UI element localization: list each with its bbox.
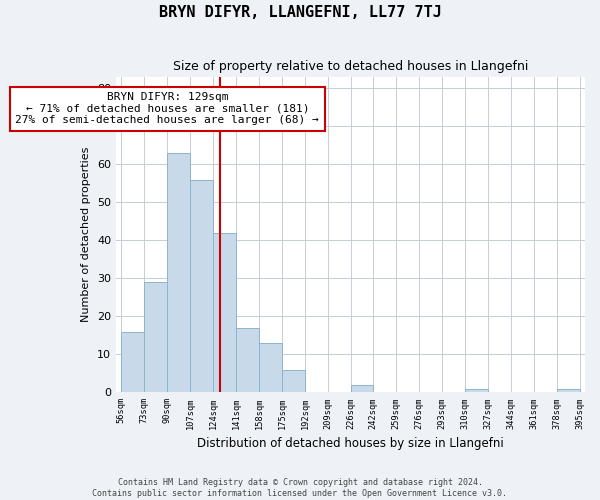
Bar [145, 282, 167, 393]
Bar [121, 332, 145, 392]
Text: Contains HM Land Registry data © Crown copyright and database right 2024.
Contai: Contains HM Land Registry data © Crown c… [92, 478, 508, 498]
Bar [213, 232, 236, 392]
Bar [282, 370, 305, 392]
Title: Size of property relative to detached houses in Llangefni: Size of property relative to detached ho… [173, 60, 528, 73]
Bar [167, 153, 190, 392]
Bar [557, 388, 580, 392]
Bar [464, 388, 488, 392]
Y-axis label: Number of detached properties: Number of detached properties [82, 147, 91, 322]
Bar [259, 343, 282, 392]
Text: BRYN DIFYR, LLANGEFNI, LL77 7TJ: BRYN DIFYR, LLANGEFNI, LL77 7TJ [158, 5, 442, 20]
Bar [351, 384, 373, 392]
X-axis label: Distribution of detached houses by size in Llangefni: Distribution of detached houses by size … [197, 437, 504, 450]
Bar [190, 180, 213, 392]
Text: BRYN DIFYR: 129sqm
← 71% of detached houses are smaller (181)
27% of semi-detach: BRYN DIFYR: 129sqm ← 71% of detached hou… [16, 92, 319, 126]
Bar [236, 328, 259, 392]
